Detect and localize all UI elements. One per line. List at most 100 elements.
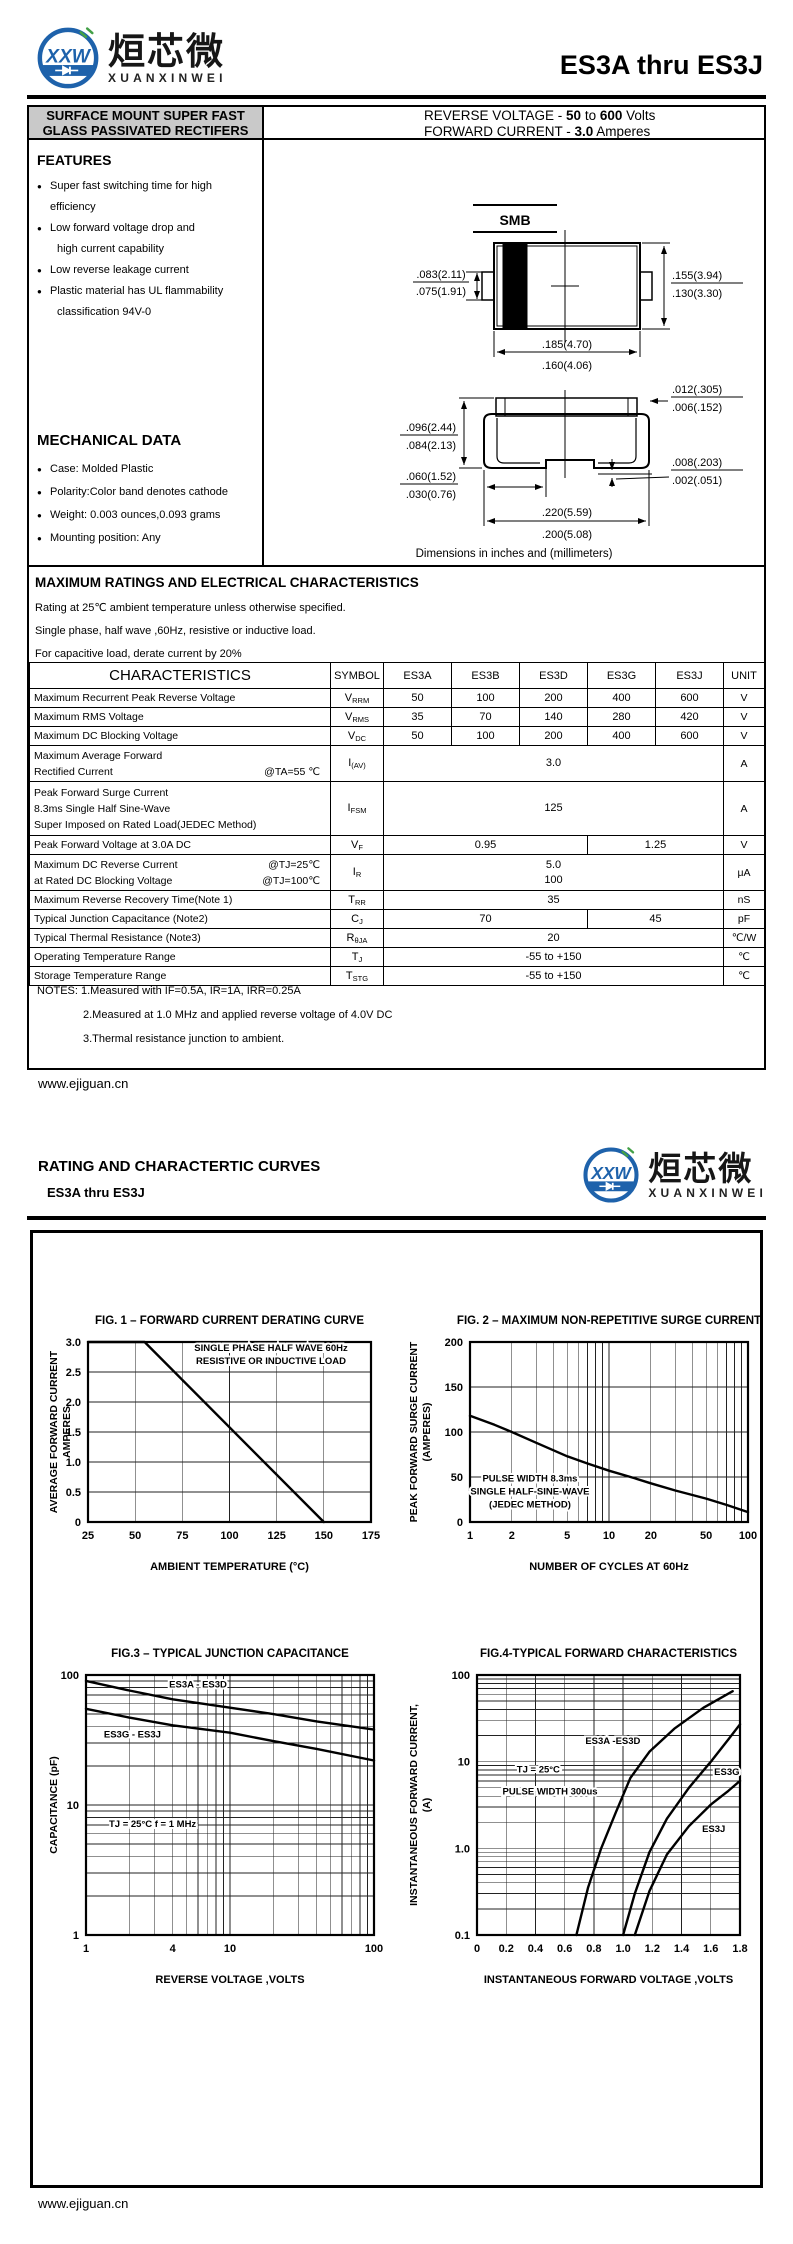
unit-cell: ℃: [723, 947, 765, 967]
value-cell: 35: [383, 890, 724, 910]
chart-title: FIG. 2 – MAXIMUM NON-REPETITIVE SURGE CU…: [457, 1315, 760, 1327]
column-header: ES3D: [519, 662, 588, 689]
classification-line1: SURFACE MOUNT SUPER FAST: [46, 108, 245, 123]
value-cell: 35: [383, 707, 452, 727]
brand-logo: 烜芯微 XUANXINWEI: [582, 1146, 767, 1204]
svg-text:2.0: 2.0: [66, 1397, 81, 1409]
column-header: SYMBOL: [330, 662, 384, 689]
y-axis-label: (A): [421, 1798, 433, 1813]
package-name: SMB: [499, 212, 530, 228]
column-header: ES3G: [587, 662, 656, 689]
svg-text:1: 1: [83, 1943, 89, 1955]
characteristic-label: Storage Temperature Range: [29, 966, 331, 986]
ratings-table: CHARACTERISTICS SYMBOL ES3A ES3B ES3D ES3G ES3…: [29, 662, 765, 986]
characteristic-label: Maximum DC Blocking Voltage: [29, 726, 331, 746]
smb-package-drawing: SMB: [400, 204, 743, 541]
value-cell: 140: [519, 707, 588, 727]
list-item: Mounting position: Any: [37, 527, 258, 550]
dim-standoff-max: .008(.203): [672, 457, 722, 469]
svg-text:0.4: 0.4: [528, 1943, 544, 1955]
curves-box: [30, 1230, 763, 2188]
unit-cell: μA: [723, 854, 765, 891]
characteristic-label: Maximum Recurrent Peak Reverse Voltage: [29, 688, 331, 708]
brand-logo-icon: [582, 1146, 640, 1204]
dim-standoff-min: .002(.051): [672, 475, 722, 487]
list-item: Weight: 0.003 ounces,0.093 grams: [37, 504, 258, 527]
brand-name-cn: 烜芯微: [648, 1149, 754, 1187]
symbol-cell: I(AV): [330, 745, 384, 782]
chart-non-repetitive-surge-current: PULSE WIDTH 8.3ms SINGLE HALF-SINE-WAVE (J…: [405, 1300, 761, 1600]
rating-conditions: Rating at 25℃ ambient temperature unless…: [35, 601, 758, 660]
chart-title: FIG.3 – TYPICAL JUNCTION CAPACITANCE: [111, 1648, 349, 1660]
table-row: Peak Forward Voltage at 3.0A DC VF 0.95 1.2…: [29, 835, 765, 855]
series-ES3J: [633, 1779, 742, 1937]
svg-text:(JEDEC METHOD): (JEDEC METHOD): [489, 1500, 571, 1511]
svg-text:100: 100: [739, 1530, 757, 1542]
svg-text:10: 10: [224, 1943, 236, 1955]
note-line: 2.Measured at 1.0 MHz and applied revers…: [83, 1009, 393, 1021]
svg-text:1: 1: [467, 1530, 473, 1542]
column-header: CHARACTERISTICS: [29, 662, 331, 689]
characteristic-label: Typical Thermal Resistance (Note3): [29, 928, 331, 948]
dim-body-length-max: .185(4.70): [542, 339, 592, 351]
svg-text:ES3A - ES3D: ES3A - ES3D: [169, 1680, 227, 1691]
svg-text:20: 20: [645, 1530, 657, 1542]
svg-text:PULSE WIDTH 300us: PULSE WIDTH 300us: [503, 1786, 598, 1797]
x-axis-label: NUMBER OF CYCLES AT 60Hz: [529, 1561, 689, 1573]
characteristic-label: Peak Forward Surge Current 8.3ms Single H…: [29, 781, 331, 836]
list-item: Low forward voltage drop and: [37, 218, 258, 239]
fig4-plot: ES3A -ES3D ES3G ES3J TJ = 25°C PULSE WIDTH 3…: [408, 1648, 748, 1986]
dim-tab-width-max: .083(2.11): [416, 269, 465, 281]
value-cell: 600: [655, 688, 724, 708]
svg-text:150: 150: [445, 1382, 463, 1394]
features-heading: FEATURES: [37, 152, 112, 168]
brand-logo: 烜芯微 XUANXINWEI: [36, 26, 227, 90]
value-cell: 280: [587, 707, 656, 727]
brand-name-cn: 烜芯微: [108, 30, 225, 72]
svg-text:2: 2: [509, 1530, 515, 1542]
svg-text:0.2: 0.2: [499, 1943, 514, 1955]
mechanical-list: Case: Molded PlasticPolarity:Color band …: [37, 458, 258, 550]
value-cell: 5.0 100: [383, 854, 724, 891]
column-header: ES3J: [655, 662, 724, 689]
characteristic-label: Maximum Reverse Recovery Time(Note 1): [29, 890, 331, 910]
symbol-cell: VRRM: [330, 688, 384, 708]
features-list: Super fast switching time for high effic…: [37, 176, 258, 323]
table-row: Maximum Recurrent Peak Reverse Voltage VR…: [29, 688, 765, 708]
rating-condition: Rating at 25℃ ambient temperature unless…: [35, 602, 346, 614]
dim-foot-length-max: .060(1.52): [406, 471, 456, 483]
svg-text:SINGLE HALF-SINE-WAVE: SINGLE HALF-SINE-WAVE: [470, 1487, 589, 1498]
table-row: Peak Forward Surge Current 8.3ms Single H…: [29, 781, 765, 836]
dim-height-min: .084(2.13): [406, 440, 456, 452]
list-item: high current capability: [57, 243, 165, 255]
value-cell: 50: [383, 688, 452, 708]
fig2-plot: PULSE WIDTH 8.3ms SINGLE HALF-SINE-WAVE (J…: [408, 1315, 761, 1573]
characteristic-label: Peak Forward Voltage at 3.0A DC: [29, 835, 331, 855]
svg-text:50: 50: [129, 1530, 141, 1542]
list-item: Low reverse leakage current: [37, 260, 258, 281]
svg-text:0.5: 0.5: [66, 1487, 81, 1499]
svg-text:ES3G - ES3J: ES3G - ES3J: [104, 1730, 161, 1741]
note-line: NOTES: 1.Measured with IF=0.5A, IR=1A, I…: [37, 985, 301, 997]
fig1-plot: SINGLE PHASE HALF WAVE 60Hz RESISTIVE OR …: [48, 1315, 380, 1573]
value-cell: 600: [655, 726, 724, 746]
value-cell: 400: [587, 726, 656, 746]
svg-text:0: 0: [75, 1517, 81, 1529]
y-axis-label: AVERAGE FORWARD CURRENT: [48, 1350, 60, 1513]
series-ES3G: [621, 1723, 742, 1937]
dim-tab-width-min: .075(1.91): [416, 286, 466, 298]
unit-cell: pF: [723, 909, 765, 929]
dim-body-length-min: .160(4.06): [542, 360, 592, 372]
unit-cell: nS: [723, 890, 765, 910]
unit-cell: ℃/W: [723, 928, 765, 948]
header-rule: [27, 95, 766, 99]
symbol-cell: RθJA: [330, 928, 384, 948]
svg-text:200: 200: [445, 1337, 463, 1349]
dim-lead-thickness-max: .012(.305): [672, 384, 722, 396]
brand-name-en: XUANXINWEI: [108, 70, 227, 85]
table-row: Maximum DC Reverse Current @TJ=25℃ at Rate…: [29, 854, 765, 891]
svg-text:TJ = 25°C: TJ = 25°C: [517, 1764, 560, 1775]
svg-text:75: 75: [176, 1530, 188, 1542]
svg-text:1.4: 1.4: [674, 1943, 690, 1955]
y-axis-label: AMPERES: [61, 1406, 73, 1458]
